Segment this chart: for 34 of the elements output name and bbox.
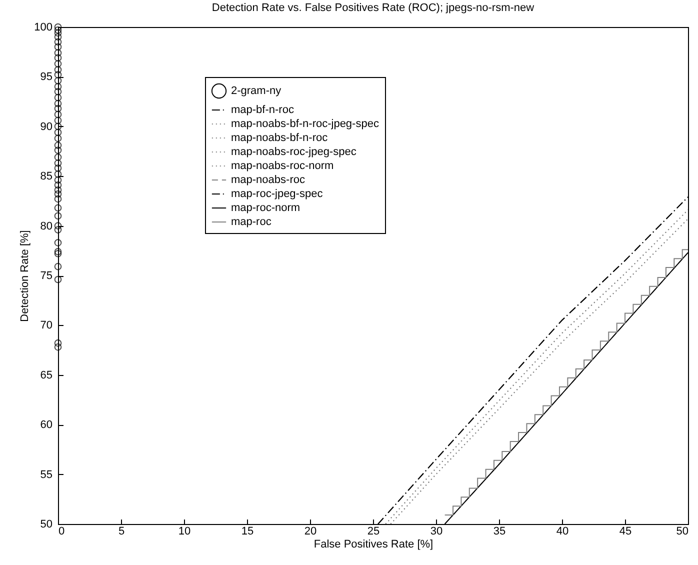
x-tick-label: 20 [304, 526, 317, 538]
y-tick-label: 55 [40, 468, 52, 481]
x-tick-label: 40 [556, 526, 569, 538]
legend-label: map-noabs-roc [231, 174, 306, 186]
x-tick-label: 0 [58, 526, 65, 538]
y-tick-label: 95 [40, 71, 52, 84]
y-tick-label: 70 [40, 320, 52, 332]
y-tick-label: 100 [34, 22, 52, 34]
legend-label: map-noabs-roc-norm [231, 160, 334, 172]
y-tick-label: 85 [40, 170, 52, 183]
y-tick-label: 65 [40, 369, 52, 382]
x-tick-label: 15 [241, 526, 254, 538]
x-tick-label: 10 [178, 526, 191, 538]
legend-label: map-bf-n-roc [231, 104, 294, 116]
y-tick-label: 80 [40, 220, 52, 232]
legend-label: map-noabs-bf-n-roc-jpeg-spec [231, 118, 380, 130]
legend-label: map-roc-norm [231, 202, 300, 214]
x-tick-label: 45 [619, 526, 632, 538]
legend-label: map-noabs-bf-n-roc [231, 132, 328, 144]
y-axis-title: Detection Rate [%] [19, 230, 32, 322]
x-tick-label: 50 [676, 526, 688, 538]
y-tick-label: 90 [40, 120, 52, 133]
y-tick-label: 60 [40, 419, 52, 432]
y-tick-label: 75 [40, 270, 52, 282]
chart-title: Detection Rate vs. False Positives Rate (ROC); jpegs-no-rsm-new [212, 2, 534, 14]
legend-label: map-noabs-roc-jpeg-spec [231, 146, 357, 158]
legend-label: map-roc [231, 216, 272, 228]
x-axis-title: False Positives Rate [%] [314, 538, 434, 550]
x-tick-label: 5 [118, 526, 125, 538]
x-tick-label: 25 [367, 526, 380, 538]
legend-label: map-roc-jpeg-spec [231, 188, 324, 200]
x-tick-label: 30 [430, 526, 443, 538]
x-tick-label: 35 [493, 526, 506, 538]
legend-label: 2-gram-ny [231, 85, 282, 97]
